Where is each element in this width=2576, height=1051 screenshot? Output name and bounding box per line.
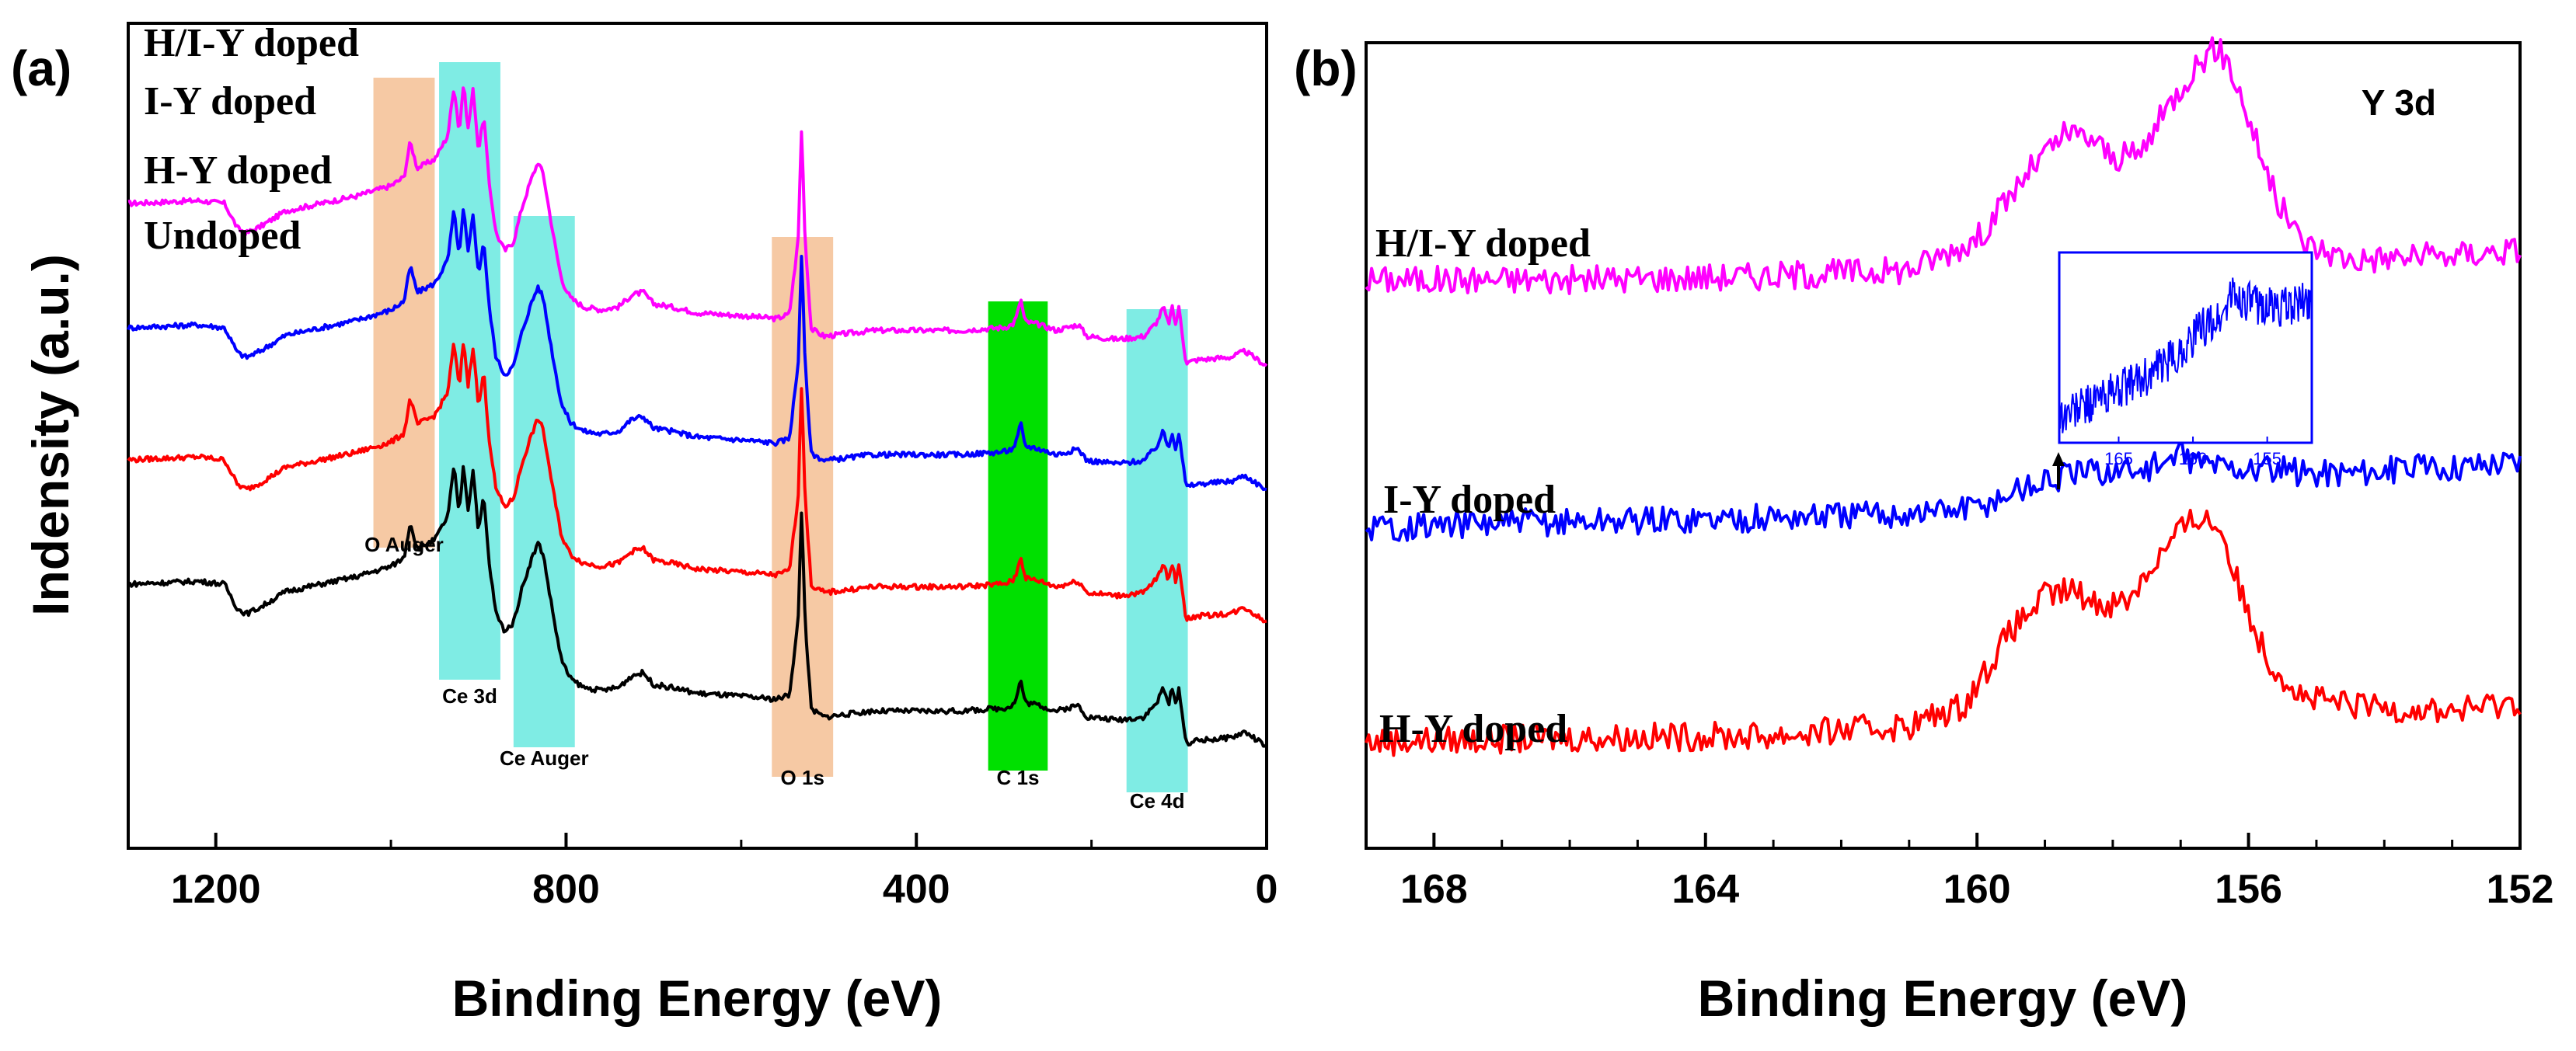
panel-b-label: (b): [1294, 40, 1358, 96]
inset-tick-label-160: 160: [2179, 449, 2208, 468]
y-axis-title: Indensity (a.u.): [22, 254, 79, 616]
region-label-o-1s: O 1s: [781, 766, 824, 789]
x-tick-label-a-800: 800: [532, 867, 600, 912]
series-line-b-h-i-y-doped: [1365, 36, 2522, 295]
panel-b-title: Y 3d: [2362, 82, 2436, 123]
series-label-b-1: I-Y doped: [1383, 478, 1556, 522]
inset-frame: [2058, 251, 2313, 444]
spectra-lines-b: [1365, 36, 2522, 757]
x-axis-title-b: Binding Energy (eV): [1698, 969, 2188, 1027]
plot-frame-b: [1365, 41, 2522, 850]
series-label-b-2: H-Y doped: [1379, 707, 1567, 751]
region-label-ce-auger: Ce Auger: [500, 746, 589, 770]
x-tick-label-b-168: 168: [1400, 867, 1468, 912]
x-tick-label-b-164: 164: [1671, 867, 1739, 912]
series-line-b-i-y-doped: [1365, 441, 2522, 542]
panel-a-label: (a): [11, 40, 71, 96]
x-ticks-a: 1200 800 400 0: [171, 833, 1278, 912]
inset-tick-label-155: 155: [2253, 449, 2281, 468]
series-line-a-undoped: [127, 465, 1268, 748]
x-tick-label-a-1200: 1200: [171, 867, 261, 912]
inset-line: [2058, 277, 2313, 433]
region-label-ce-3d: Ce 3d: [442, 684, 497, 708]
series-label-a-2: H-Y doped: [144, 148, 332, 193]
x-tick-label-a-400: 400: [883, 867, 950, 912]
region-label-o-auger: O Auger: [364, 533, 444, 556]
region-band-ce-4d: [1126, 309, 1188, 792]
series-line-b-h-y-doped: [1365, 509, 2522, 757]
region-label-c-1s: C 1s: [996, 766, 1039, 789]
region-bands: [373, 62, 1188, 792]
series-labels-b: H/I-Y doped I-Y doped H-Y doped: [1375, 221, 1591, 751]
plot-frame-a: [127, 22, 1268, 850]
region-band-c-1s: [988, 301, 1048, 771]
series-label-b-0: H/I-Y doped: [1375, 221, 1591, 266]
x-tick-label-b-156: 156: [2215, 867, 2282, 912]
series-line-a-h-y-doped: [127, 343, 1267, 624]
series-label-a-3: Undoped: [144, 214, 301, 258]
panel-b: (b) Y 3d H/I-Y doped I-Y doped H-Y doped 1…: [1294, 36, 2553, 1027]
series-line-a-h-i-y-doped: [127, 86, 1268, 367]
region-labels: O Auger Ce 3d Ce Auger O 1s C 1s Ce 4d: [364, 533, 1184, 813]
x-axis-title-a: Binding Energy (eV): [452, 969, 943, 1027]
x-tick-label-b-152: 152: [2487, 867, 2554, 912]
annotation-arrow-head: [2052, 452, 2065, 466]
series-line-a-i-y-doped: [127, 208, 1267, 492]
inset-tick-label-165: 165: [2104, 449, 2133, 468]
series-label-a-0: H/I-Y doped: [144, 21, 359, 65]
series-label-a-1: I-Y doped: [144, 79, 316, 124]
x-tick-label-b-160: 160: [1943, 867, 2011, 912]
x-ticks-b: 168 164 160 156 152: [1400, 833, 2553, 912]
series-labels-a: H/I-Y doped I-Y doped H-Y doped Undoped: [144, 21, 359, 258]
region-label-ce-4d: Ce 4d: [1130, 789, 1185, 813]
panel-a: (a) H/I-Y doped I-Y doped H-Y doped Undoped…: [11, 21, 1278, 1027]
inset-plot: 165 160 155: [2052, 251, 2313, 489]
x-tick-label-a-0: 0: [1256, 867, 1278, 912]
spectra-lines-a: [127, 86, 1268, 748]
